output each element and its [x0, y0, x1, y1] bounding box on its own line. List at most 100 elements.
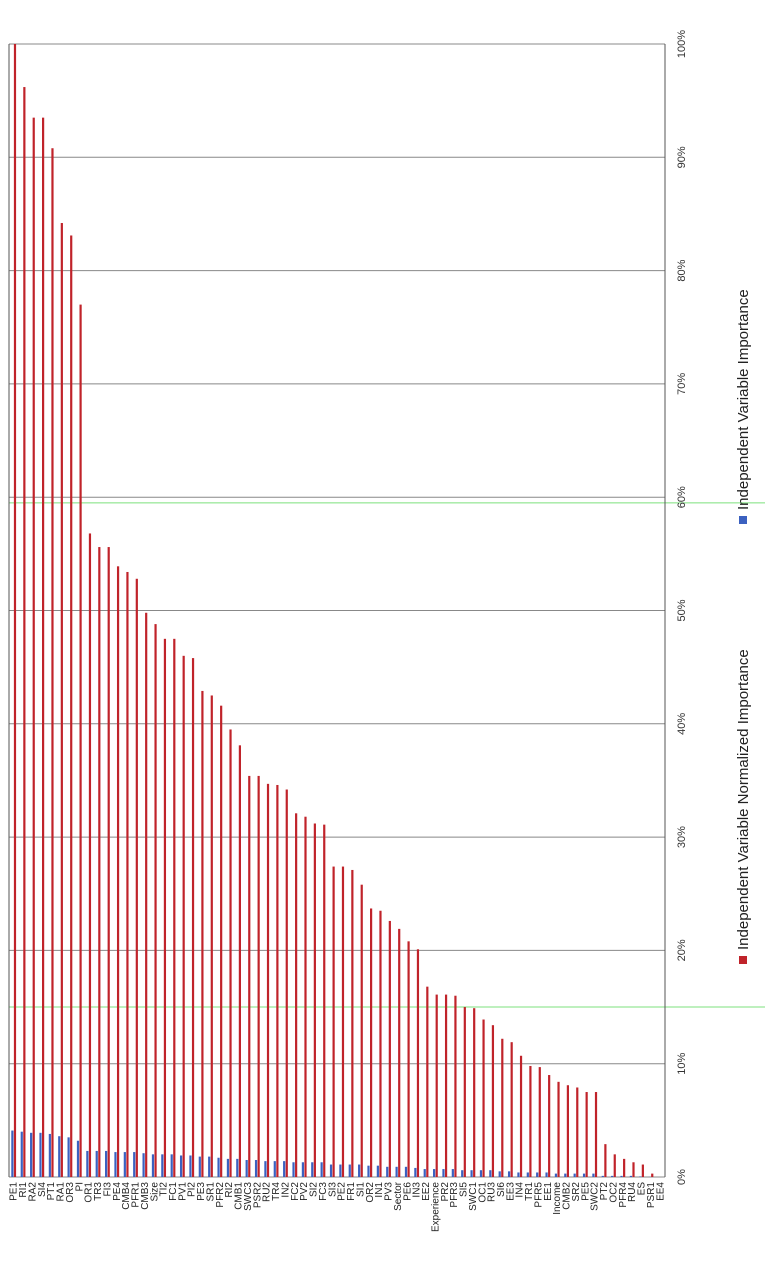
bar-normalized-importance — [557, 1082, 559, 1177]
bar-importance — [49, 1134, 51, 1177]
bar-normalized-importance — [304, 817, 306, 1177]
tick-label: 90% — [676, 146, 688, 168]
bar-importance — [339, 1165, 341, 1177]
bar-normalized-importance — [642, 1165, 644, 1177]
tick-label: 10% — [676, 1052, 688, 1074]
bar-normalized-importance — [258, 776, 260, 1177]
tick-label: 70% — [676, 373, 688, 395]
bar-importance — [499, 1171, 501, 1177]
bar-importance — [161, 1154, 163, 1177]
legend-swatch — [739, 516, 747, 524]
tick-label: 100% — [676, 30, 688, 58]
bar-importance — [330, 1165, 332, 1177]
bar-normalized-importance — [173, 639, 175, 1177]
bar-importance — [236, 1159, 238, 1177]
bar-normalized-importance — [314, 824, 316, 1177]
bar-normalized-importance — [539, 1067, 541, 1177]
bar-importance — [564, 1174, 566, 1177]
bar-normalized-importance — [70, 235, 72, 1177]
bar-importance — [142, 1153, 144, 1177]
bar-normalized-importance — [154, 624, 156, 1177]
bar-normalized-importance — [323, 825, 325, 1177]
bar-normalized-importance — [145, 613, 147, 1177]
bar-normalized-importance — [595, 1092, 597, 1177]
bar-importance — [171, 1154, 173, 1177]
bar-importance — [583, 1174, 585, 1177]
bar-normalized-importance — [42, 118, 44, 1177]
bar-importance — [21, 1132, 23, 1177]
bar-normalized-importance — [445, 995, 447, 1177]
bar-normalized-importance — [211, 695, 213, 1177]
bar-importance — [217, 1158, 219, 1177]
bar-normalized-importance — [436, 995, 438, 1177]
bar-normalized-importance — [501, 1039, 503, 1177]
bar-normalized-importance — [164, 639, 166, 1177]
bar-importance — [508, 1171, 510, 1177]
bar-normalized-importance — [33, 118, 35, 1177]
bar-importance — [39, 1133, 41, 1177]
bar-importance — [358, 1165, 360, 1177]
bar-normalized-importance — [614, 1154, 616, 1177]
bar-importance — [639, 1176, 641, 1177]
bar-importance — [227, 1159, 229, 1177]
bar-importance — [442, 1169, 444, 1177]
bar-normalized-importance — [473, 1008, 475, 1177]
bar-importance — [433, 1169, 435, 1177]
category-label: EE4 — [655, 1182, 666, 1201]
bar-normalized-importance — [520, 1056, 522, 1177]
bar-importance — [545, 1172, 547, 1177]
tick-labels: 0%10%20%30%40%50%60%70%80%90%100% — [676, 30, 688, 1185]
bar-importance — [527, 1172, 529, 1177]
bar-normalized-importance — [586, 1092, 588, 1177]
bar-normalized-importance — [248, 776, 250, 1177]
bar-normalized-importance — [61, 223, 63, 1177]
bar-normalized-importance — [370, 908, 372, 1177]
bar-normalized-importance — [351, 870, 353, 1177]
tick-label: 40% — [676, 713, 688, 735]
bar-importance — [377, 1166, 379, 1177]
bar-normalized-importance — [426, 987, 428, 1177]
legend-label: Independent Variable Importance — [735, 289, 752, 510]
bar-normalized-importance — [398, 929, 400, 1177]
bar-normalized-importance — [333, 867, 335, 1177]
bar-importance — [536, 1172, 538, 1177]
bar-importance — [255, 1160, 257, 1177]
bar-importance — [574, 1174, 576, 1177]
bar-importance — [489, 1170, 491, 1177]
bar-normalized-importance — [295, 813, 297, 1177]
bar-normalized-importance — [623, 1159, 625, 1177]
bar-importance — [461, 1170, 463, 1177]
bar-normalized-importance — [604, 1144, 606, 1177]
legend: Independent Variable Normalized Importan… — [735, 289, 752, 964]
bar-normalized-importance — [379, 911, 381, 1177]
bar-importance — [124, 1152, 126, 1177]
bar-importance — [264, 1161, 266, 1177]
bar-importance — [86, 1151, 88, 1177]
bar-normalized-importance — [389, 921, 391, 1177]
bar-importance — [555, 1174, 557, 1177]
bar-normalized-importance — [492, 1025, 494, 1177]
bar-normalized-importance — [511, 1042, 513, 1177]
legend-swatch — [739, 956, 747, 964]
bar-importance — [517, 1172, 519, 1177]
bar-normalized-importance — [529, 1066, 531, 1177]
bar-normalized-importance — [576, 1087, 578, 1177]
bar-importance — [452, 1169, 454, 1177]
legend-label: Independent Variable Normalized Importan… — [735, 649, 752, 950]
tick-label: 80% — [676, 259, 688, 281]
bar-normalized-importance — [361, 885, 363, 1177]
bar-importance — [470, 1170, 472, 1177]
bar-importance — [630, 1176, 632, 1177]
bar-normalized-importance — [183, 656, 185, 1177]
bar-importance — [311, 1162, 313, 1177]
bar-importance — [414, 1168, 416, 1177]
bar-normalized-importance — [482, 1020, 484, 1177]
bar-normalized-importance — [454, 996, 456, 1177]
bar-importance — [77, 1141, 79, 1177]
bar-normalized-importance — [14, 44, 16, 1177]
bar-normalized-importance — [126, 572, 128, 1177]
bar-normalized-importance — [220, 706, 222, 1177]
bar-importance — [480, 1170, 482, 1177]
